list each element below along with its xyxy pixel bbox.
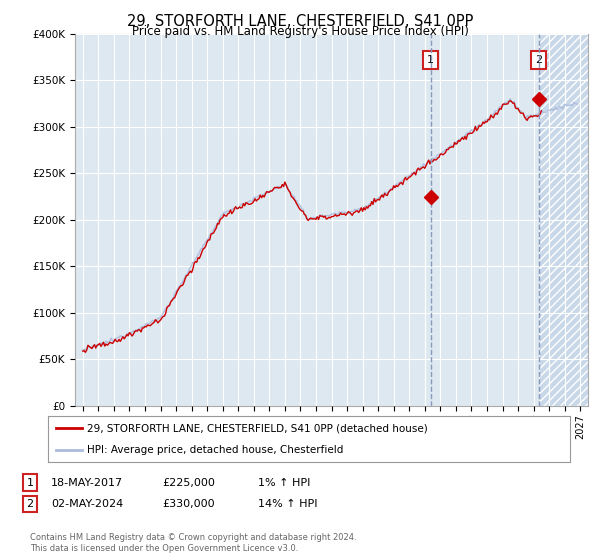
Bar [539,34,588,406]
Text: 1% ↑ HPI: 1% ↑ HPI [258,478,310,488]
Text: 18-MAY-2017: 18-MAY-2017 [51,478,123,488]
Text: 1: 1 [427,55,434,64]
Text: 2: 2 [535,55,542,64]
Text: 29, STORFORTH LANE, CHESTERFIELD, S41 0PP: 29, STORFORTH LANE, CHESTERFIELD, S41 0P… [127,14,473,29]
Text: £225,000: £225,000 [162,478,215,488]
Text: Contains HM Land Registry data © Crown copyright and database right 2024.
This d: Contains HM Land Registry data © Crown c… [30,533,356,553]
Text: Price paid vs. HM Land Registry's House Price Index (HPI): Price paid vs. HM Land Registry's House … [131,25,469,38]
Text: 29, STORFORTH LANE, CHESTERFIELD, S41 0PP (detached house): 29, STORFORTH LANE, CHESTERFIELD, S41 0P… [87,423,428,433]
Text: 02-MAY-2024: 02-MAY-2024 [51,499,123,509]
Text: 1: 1 [26,478,34,488]
Text: 2: 2 [26,499,34,509]
Text: 14% ↑ HPI: 14% ↑ HPI [258,499,317,509]
Text: £330,000: £330,000 [162,499,215,509]
Bar [539,34,588,406]
Text: HPI: Average price, detached house, Chesterfield: HPI: Average price, detached house, Ches… [87,445,344,455]
